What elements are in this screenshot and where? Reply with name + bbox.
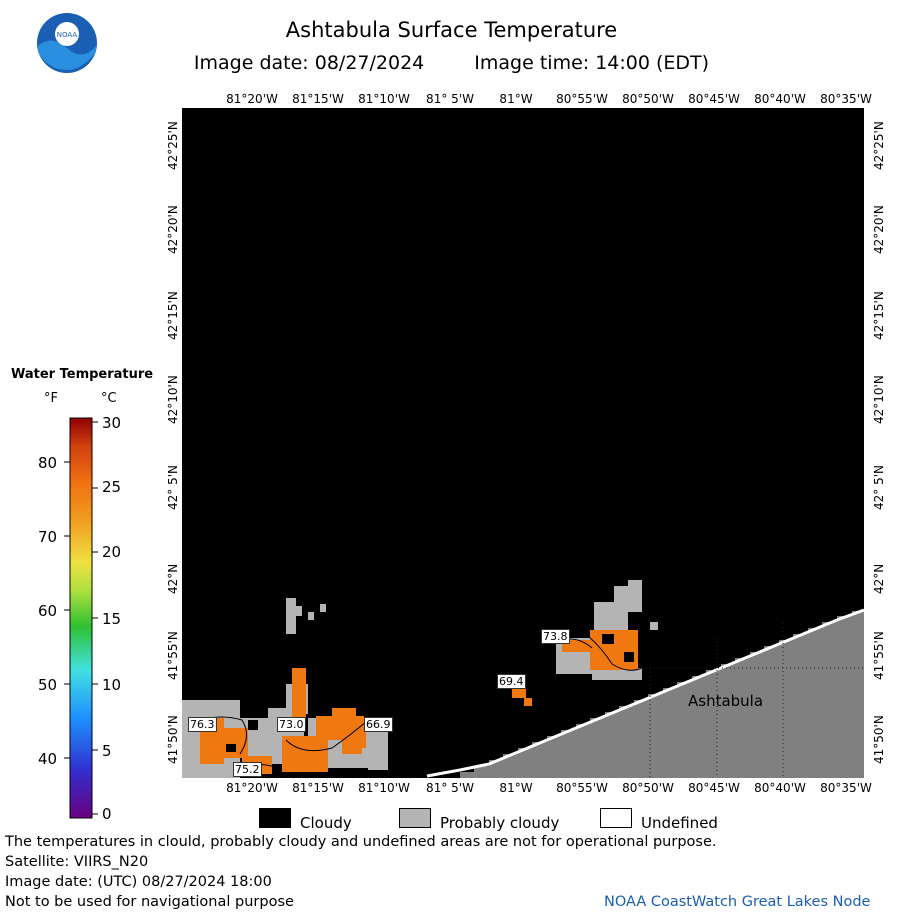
image-date: Image date: 08/27/2024 <box>193 52 425 74</box>
temp-label: 66.9 <box>364 717 393 732</box>
legend-f-tick: 40 <box>38 750 58 768</box>
legend-c-tick: 0 <box>102 805 112 823</box>
longitude-tick-top: 81°15'W <box>292 92 344 106</box>
legend-f-tick: 70 <box>38 528 58 546</box>
latitude-tick-left: 42°15'N <box>166 291 180 340</box>
legend-f-tick: 80 <box>38 454 58 472</box>
latitude-tick-right: 42° 5'N <box>872 465 886 510</box>
longitude-tick-top: 81° 5'W <box>426 92 474 106</box>
longitude-tick-bottom: 80°45'W <box>688 781 740 795</box>
longitude-tick-bottom: 81°20'W <box>226 781 278 795</box>
legend-f-tick: 60 <box>38 602 58 620</box>
disclaimer-text: The temperatures in clould, probably clo… <box>5 834 717 850</box>
longitude-tick-bottom: 80°40'W <box>754 781 806 795</box>
legend-unit-f: °F <box>44 391 58 406</box>
image-time: Image time: 14:00 (EDT) <box>474 52 710 74</box>
legend-c-tick: 15 <box>102 610 122 628</box>
longitude-tick-bottom: 81° 5'W <box>426 781 474 795</box>
latitude-tick-right: 42°10'N <box>872 375 886 424</box>
temp-label: 73.8 <box>541 629 570 644</box>
temp-label: 76.3 <box>188 717 217 732</box>
temp-label: 73.0 <box>277 717 306 732</box>
latitude-tick-left: 42° 5'N <box>166 465 180 510</box>
key-cloudy-label: Cloudy <box>300 814 352 832</box>
longitude-tick-top: 81°10'W <box>358 92 410 106</box>
key-undefined-label: Undefined <box>641 814 718 832</box>
longitude-tick-bottom: 81°10'W <box>358 781 410 795</box>
legend-c-tick: 20 <box>102 543 122 561</box>
utc-date-text: Image date: (UTC) 08/27/2024 18:00 <box>5 874 272 890</box>
latitude-tick-left: 41°55'N <box>166 631 180 680</box>
land-gridlines <box>602 623 864 778</box>
legend-c-tick: 10 <box>102 676 122 694</box>
page-title: Ashtabula Surface Temperature <box>285 18 618 42</box>
longitude-tick-top: 80°40'W <box>754 92 806 106</box>
key-undefined-swatch <box>600 808 632 828</box>
latitude-tick-left: 42°25'N <box>166 121 180 170</box>
temp-label: 75.2 <box>233 762 262 777</box>
longitude-tick-top: 80°50'W <box>622 92 674 106</box>
place-label-ashtabula: Ashtabula <box>688 692 764 710</box>
temperature-map <box>182 108 864 778</box>
latitude-tick-right: 42°15'N <box>872 291 886 340</box>
latitude-tick-right: 42°20'N <box>872 205 886 254</box>
nav-warning-text: Not to be used for navigational purpose <box>5 894 294 910</box>
legend-title: Water Temperature <box>11 367 154 382</box>
legend-c-tick: 25 <box>102 478 122 496</box>
legend-unit-c: °C <box>101 391 117 406</box>
longitude-tick-bottom: 80°55'W <box>556 781 608 795</box>
logo-text: NOAA <box>57 31 78 39</box>
longitude-tick-top: 80°55'W <box>556 92 608 106</box>
latitude-tick-left: 42°10'N <box>166 375 180 424</box>
key-probably-cloudy-swatch <box>399 808 431 828</box>
latitude-tick-left: 41°50'N <box>166 715 180 764</box>
shoreline <box>426 608 864 778</box>
temp-label: 69.4 <box>497 674 526 689</box>
latitude-tick-right: 42°25'N <box>872 121 886 170</box>
legend-f-tick: 50 <box>38 676 58 694</box>
latitude-tick-left: 42°20'N <box>166 205 180 254</box>
longitude-tick-top: 81°W <box>499 92 533 106</box>
longitude-tick-bottom: 81°W <box>499 781 533 795</box>
key-cloudy-swatch <box>259 808 291 828</box>
longitude-tick-top: 80°35'W <box>820 92 872 106</box>
noaa-logo: NOAA <box>36 12 98 78</box>
longitude-tick-bottom: 80°50'W <box>622 781 674 795</box>
image-datetime: Image date: 08/27/2024 Image time: 14:00… <box>0 52 903 74</box>
longitude-tick-bottom: 80°35'W <box>820 781 872 795</box>
longitude-tick-bottom: 81°15'W <box>292 781 344 795</box>
key-probably-cloudy-label: Probably cloudy <box>440 814 560 832</box>
legend-c-tick: 30 <box>102 414 122 432</box>
longitude-tick-top: 81°20'W <box>226 92 278 106</box>
legend-c-tick: 5 <box>102 742 112 760</box>
latitude-tick-left: 42°N <box>166 563 180 594</box>
latitude-tick-right: 41°55'N <box>872 631 886 680</box>
longitude-tick-top: 80°45'W <box>688 92 740 106</box>
satellite-text: Satellite: VIIRS_N20 <box>5 854 149 870</box>
latitude-tick-right: 42°N <box>872 563 886 594</box>
credit-link[interactable]: NOAA CoastWatch Great Lakes Node <box>604 894 871 910</box>
latitude-tick-right: 41°50'N <box>872 715 886 764</box>
color-scale-bar <box>64 417 98 819</box>
